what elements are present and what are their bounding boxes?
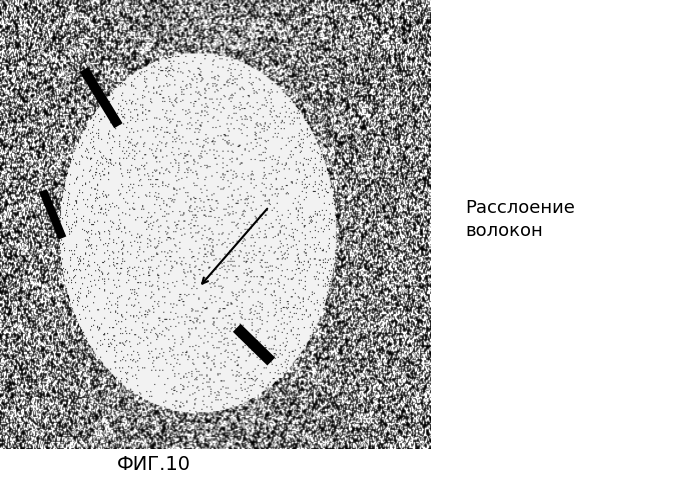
Text: ФИГ.10: ФИГ.10 <box>117 455 191 474</box>
Text: Расслоение
волокон: Расслоение волокон <box>466 199 575 241</box>
